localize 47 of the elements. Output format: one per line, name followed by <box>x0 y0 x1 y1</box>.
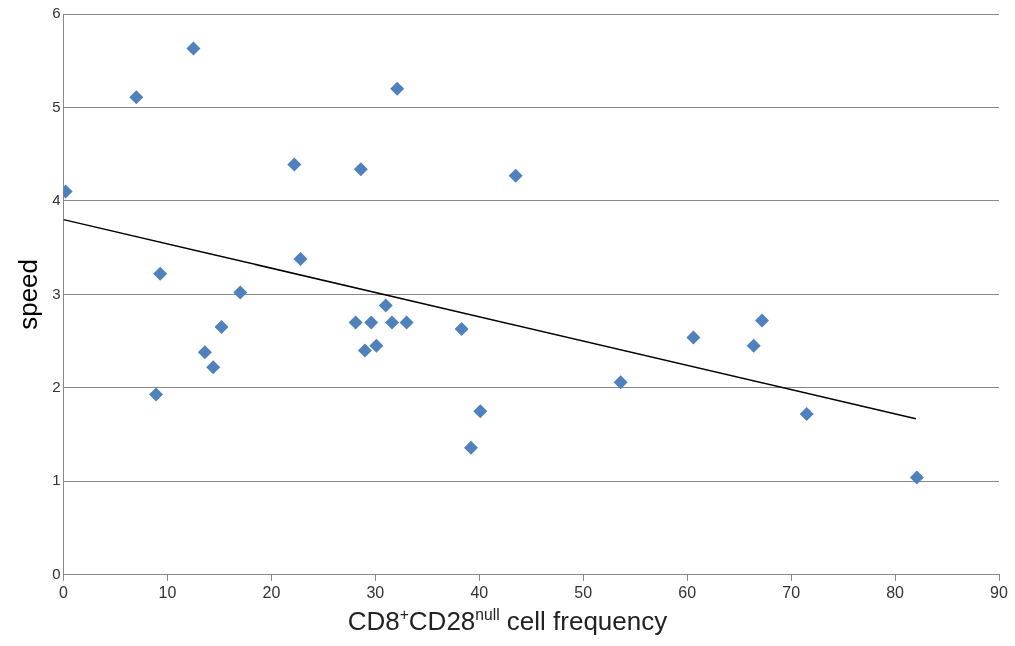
y-tick-label: 0 <box>52 564 61 582</box>
point <box>206 360 221 375</box>
point <box>186 41 201 56</box>
point <box>378 298 393 313</box>
x-tick-label: 30 <box>366 583 385 601</box>
point <box>357 343 372 358</box>
point <box>293 251 308 266</box>
point <box>799 407 814 422</box>
point <box>746 338 761 353</box>
x-tick-label: 60 <box>678 583 697 601</box>
point <box>508 168 523 183</box>
point <box>348 315 363 330</box>
point <box>463 440 478 455</box>
point <box>473 404 488 419</box>
y-axis-title: speed <box>12 258 43 330</box>
point <box>364 315 379 330</box>
point <box>755 313 770 328</box>
y-tick-label: 5 <box>52 97 61 115</box>
point <box>129 90 144 105</box>
y-tick-label: 2 <box>52 378 61 396</box>
point <box>369 338 384 353</box>
point <box>233 285 248 300</box>
point <box>613 375 628 390</box>
x-axis-title: CD8$^{+}$CD28$^{null}$ cell frequency <box>346 606 669 637</box>
point <box>214 320 229 335</box>
x-tick-label: 40 <box>470 583 489 601</box>
point <box>149 387 164 402</box>
y-tick-label: 6 <box>52 4 61 22</box>
x-tick-label: 90 <box>990 583 1008 601</box>
point <box>399 315 414 330</box>
point <box>197 345 212 360</box>
point <box>384 315 399 330</box>
point <box>390 81 405 96</box>
point <box>454 321 469 336</box>
point <box>909 470 924 485</box>
x-tick-label: 80 <box>886 583 905 601</box>
x-tick-label: 10 <box>158 583 177 601</box>
x-tick-label: 50 <box>574 583 593 601</box>
y-tick-label: 4 <box>52 191 61 209</box>
point <box>353 162 368 177</box>
y-tick-label: 3 <box>52 284 61 302</box>
x-tick-label: 20 <box>262 583 281 601</box>
y-tick-label: 1 <box>52 471 61 489</box>
x-tick-label: 70 <box>782 583 801 601</box>
point <box>287 157 302 172</box>
point <box>153 266 168 281</box>
point <box>686 330 701 345</box>
